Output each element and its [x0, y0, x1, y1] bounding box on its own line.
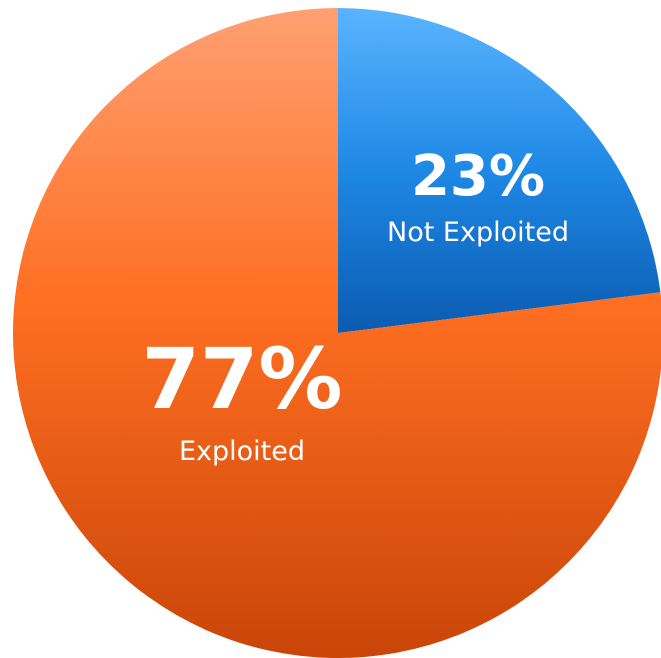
data-label-not-exploited-value: 23% [411, 144, 545, 209]
pie-slice-exploited [13, 8, 661, 658]
data-label-exploited-name: Exploited [179, 436, 305, 467]
slice-label-exploited: 77% Exploited [141, 330, 342, 467]
pie-slice-not-exploited [338, 8, 661, 333]
data-label-exploited-value: 77% [141, 330, 342, 428]
slice-label-not-exploited: 23% Not Exploited [387, 144, 569, 248]
data-label-not-exploited-name: Not Exploited [387, 217, 569, 248]
